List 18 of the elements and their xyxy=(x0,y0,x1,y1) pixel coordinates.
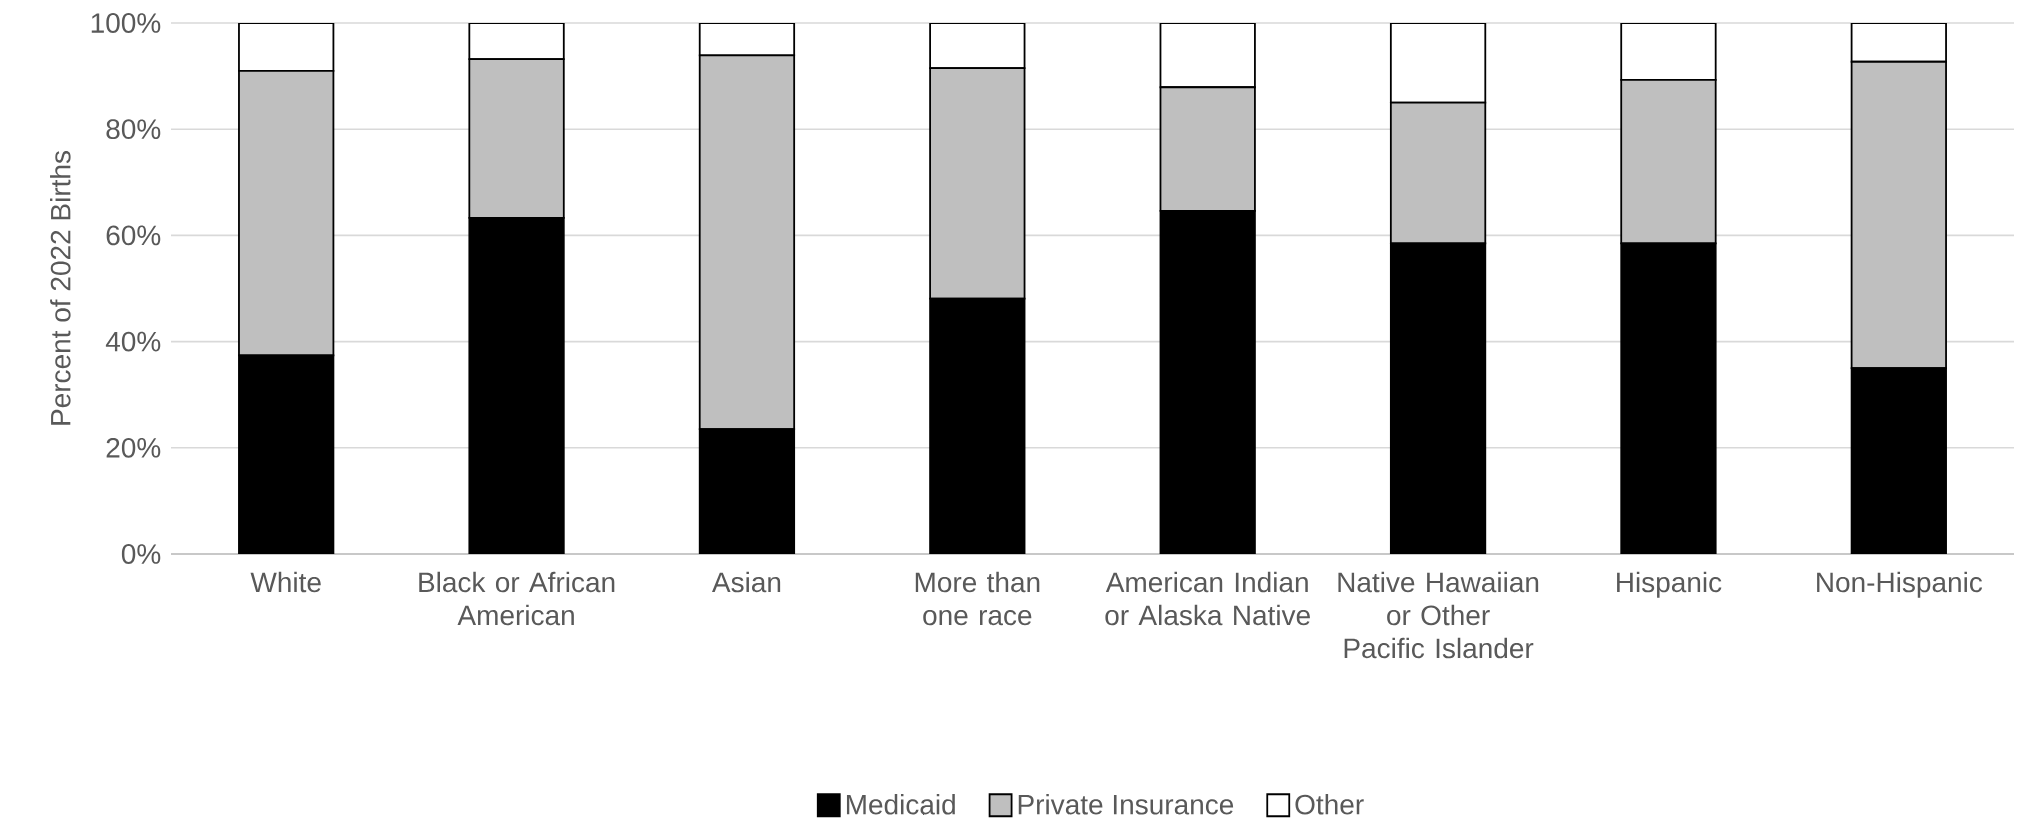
legend-label: Private Insurance xyxy=(1018,793,1234,815)
x-tick-label: Native Hawaiian or Other Pacific Islander xyxy=(1338,571,1539,659)
x-tick-label: American Indian or Alaska Native xyxy=(1105,571,1310,626)
x-tick-label: Non-Hispanic xyxy=(1817,571,1983,598)
y-tick-label: 60% xyxy=(106,225,161,246)
y-axis-title: Percent of 2022 Births xyxy=(50,151,71,425)
x-tick-label: More than one race xyxy=(915,571,1040,626)
x-tick-label: White xyxy=(250,571,321,593)
x-tick-label: Hispanic xyxy=(1617,571,1722,598)
legend-label: Medicaid xyxy=(846,793,955,815)
x-tick-label: Asian xyxy=(711,571,781,593)
y-tick-label: 80% xyxy=(106,119,161,140)
y-tick-label: 0% xyxy=(121,544,161,564)
legend-label: Other xyxy=(1295,793,1364,815)
x-tick-label: Black or African American xyxy=(419,571,615,626)
y-tick-label: 100% xyxy=(91,13,161,33)
y-tick-label: 20% xyxy=(106,437,161,458)
y-tick-label: 40% xyxy=(105,331,161,352)
